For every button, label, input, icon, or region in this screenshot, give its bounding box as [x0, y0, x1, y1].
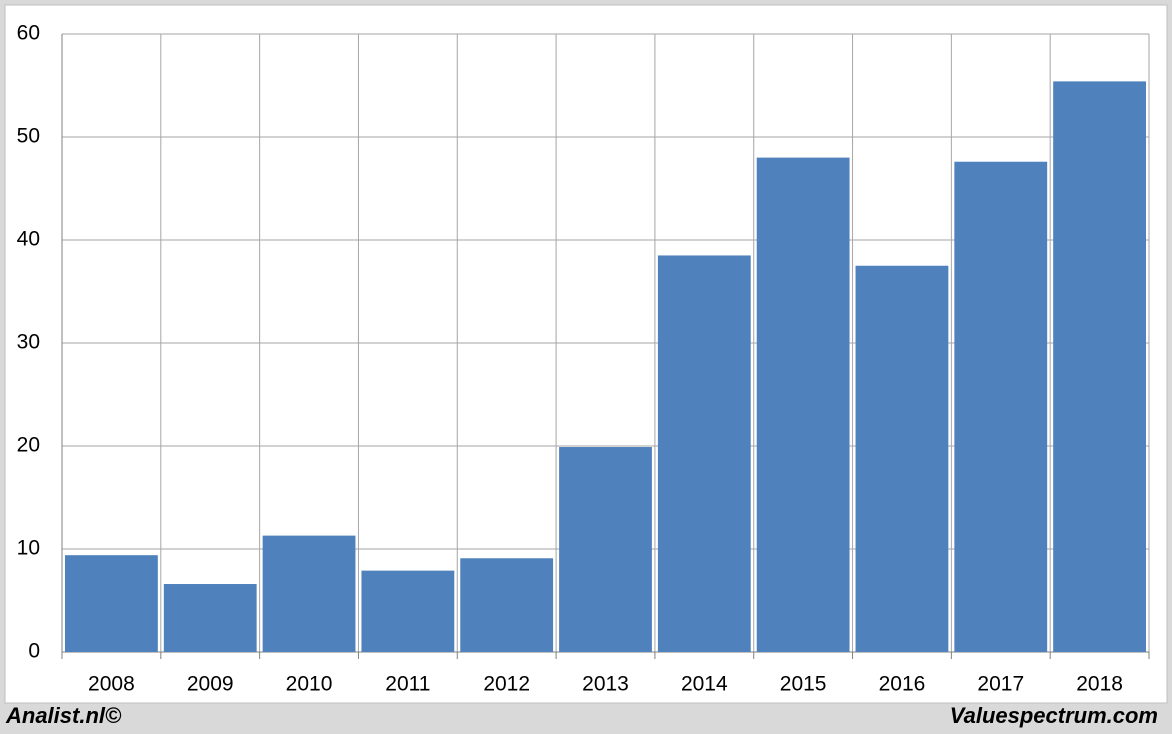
x-tick-label: 2016 [879, 673, 926, 696]
bar [756, 157, 850, 652]
x-tick-label: 2018 [1076, 673, 1123, 696]
bar [559, 447, 652, 652]
y-tick-label: 40 [17, 228, 40, 251]
bar [657, 255, 751, 652]
x-tick-label: 2008 [88, 673, 135, 696]
bar [262, 535, 356, 652]
y-tick-label: 10 [17, 537, 40, 560]
bar [460, 558, 554, 652]
x-tick-label: 2014 [681, 673, 728, 696]
footer-left: Analist.nl© [5, 703, 122, 728]
x-tick-label: 2015 [780, 673, 827, 696]
y-tick-label: 50 [17, 125, 40, 148]
y-tick-label: 60 [17, 22, 40, 45]
x-tick-label: 2013 [582, 673, 629, 696]
bar [361, 570, 455, 652]
bar [163, 584, 257, 652]
x-tick-label: 2011 [385, 673, 430, 696]
y-tick-label: 0 [28, 640, 40, 663]
y-tick-label: 30 [17, 331, 40, 354]
x-tick-label: 2010 [286, 673, 333, 696]
bar [954, 161, 1048, 652]
bar [855, 265, 949, 652]
footer-right: Valuespectrum.com [950, 703, 1158, 728]
y-tick-label: 20 [17, 434, 40, 457]
bar [1053, 81, 1146, 652]
x-tick-label: 2009 [187, 673, 234, 696]
x-tick-label: 2017 [977, 673, 1024, 696]
x-tick-label: 2012 [483, 673, 530, 696]
bar [65, 555, 158, 652]
